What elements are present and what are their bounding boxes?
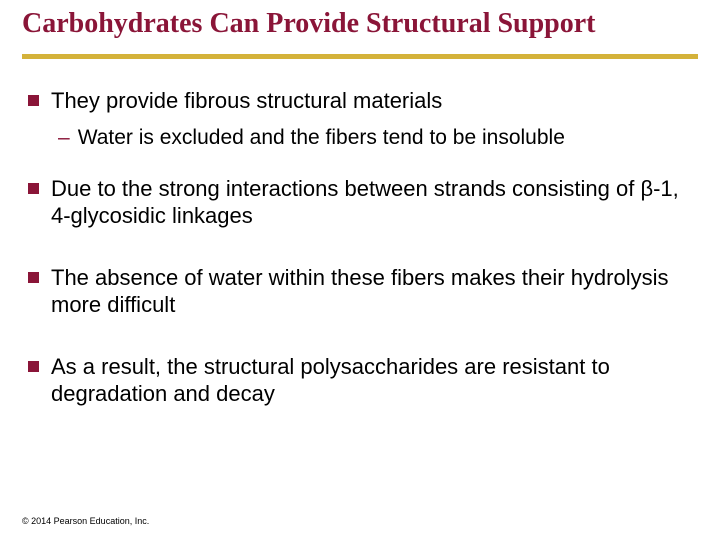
square-bullet-icon bbox=[28, 183, 39, 194]
square-bullet-icon bbox=[28, 95, 39, 106]
bullet-item: The absence of water within these fibers… bbox=[28, 264, 698, 319]
dash-bullet-icon: – bbox=[58, 125, 70, 151]
bullet-text: The absence of water within these fibers… bbox=[51, 264, 698, 319]
square-bullet-icon bbox=[28, 361, 39, 372]
slide-title: Carbohydrates Can Provide Structural Sup… bbox=[22, 8, 698, 40]
sub-bullet-text: Water is excluded and the fibers tend to… bbox=[78, 125, 698, 151]
bullet-text: They provide fibrous structural material… bbox=[51, 87, 698, 115]
bullet-item: As a result, the structural polysacchari… bbox=[28, 353, 698, 408]
spacer bbox=[28, 240, 698, 264]
divider-bar bbox=[22, 54, 698, 59]
bullet-text: Due to the strong interactions between s… bbox=[51, 175, 698, 230]
bullet-item: They provide fibrous structural material… bbox=[28, 87, 698, 115]
sub-bullet-item: – Water is excluded and the fibers tend … bbox=[58, 125, 698, 151]
bullet-text: As a result, the structural polysacchari… bbox=[51, 353, 698, 408]
spacer bbox=[28, 329, 698, 353]
slide: Carbohydrates Can Provide Structural Sup… bbox=[0, 0, 720, 540]
spacer bbox=[28, 151, 698, 175]
bullet-item: Due to the strong interactions between s… bbox=[28, 175, 698, 230]
square-bullet-icon bbox=[28, 272, 39, 283]
copyright-footer: © 2014 Pearson Education, Inc. bbox=[22, 516, 149, 526]
content-area: They provide fibrous structural material… bbox=[22, 87, 698, 408]
